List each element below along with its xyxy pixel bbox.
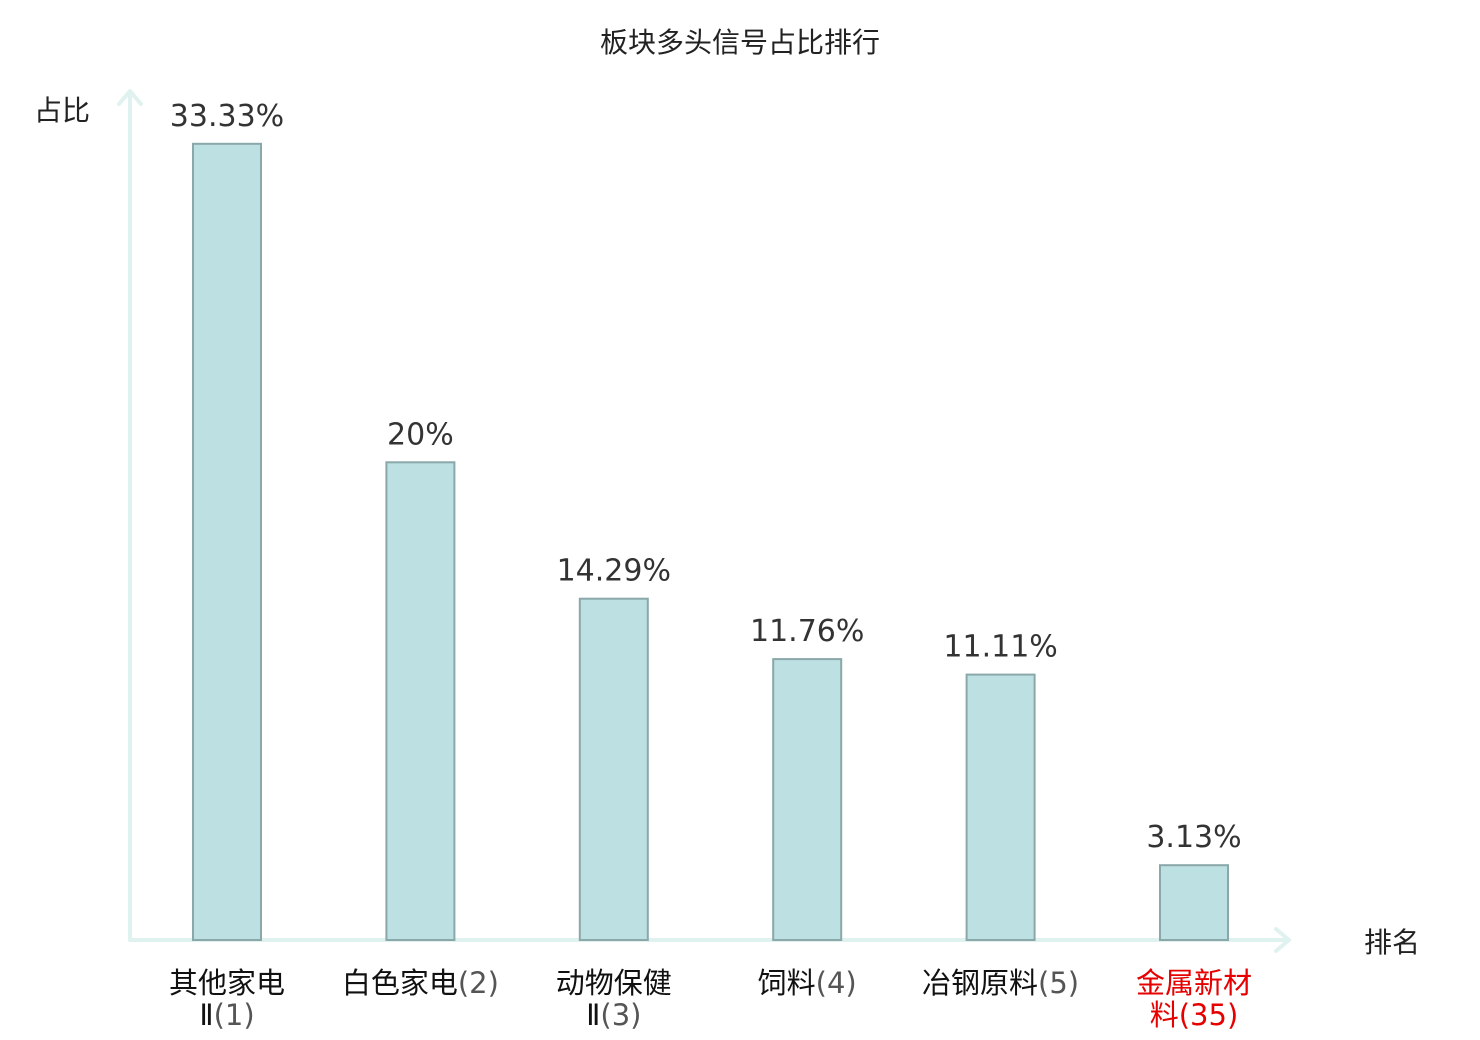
category-name-line: 金属新材 [1136, 966, 1252, 1000]
category-name-line: Ⅱ(1) [199, 998, 254, 1032]
value-label-5: 11.11% [943, 630, 1057, 665]
bar-3 [578, 597, 649, 941]
chart-title: 板块多头信号占比排行 [600, 26, 880, 59]
value-label-2: 20% [387, 417, 454, 452]
axes [117, 89, 1291, 953]
category-label-5: 冶钢原料(5) [922, 966, 1079, 1000]
category-name-line: 其他家电 [169, 966, 285, 1000]
bar-2 [385, 461, 456, 941]
category-name-line: 冶钢原料(5) [922, 966, 1079, 1000]
category-name-line: 白色家电(2) [342, 966, 499, 1000]
category-name-line: 动物保健 [556, 966, 672, 1000]
category-name-line: 料(35) [1150, 998, 1239, 1032]
bar-6 [1159, 864, 1229, 942]
category-name-line: Ⅱ(3) [586, 998, 641, 1032]
value-label-3: 14.29% [557, 554, 671, 589]
category-label-2: 白色家电(2) [342, 966, 499, 1000]
value-label-6: 3.13% [1146, 820, 1241, 855]
x-axis-arrow [1274, 927, 1291, 953]
x-axis-label: 排名 [1364, 926, 1420, 959]
y-axis-label: 占比 [34, 94, 90, 127]
category-name-line: 饲料(4) [758, 966, 857, 1000]
y-axis-arrow [117, 89, 143, 106]
value-label-4: 11.76% [750, 614, 864, 649]
value-label-1: 33.33% [170, 99, 284, 134]
bar-1 [192, 142, 262, 942]
category-label-4: 饲料(4) [758, 966, 857, 1000]
bars [192, 142, 1229, 942]
bar-4 [772, 658, 843, 941]
bar-5 [965, 673, 1036, 941]
value-labels: 33.33% 20% 14.29% 11.76% 11.11% 3.13% [170, 99, 1242, 855]
